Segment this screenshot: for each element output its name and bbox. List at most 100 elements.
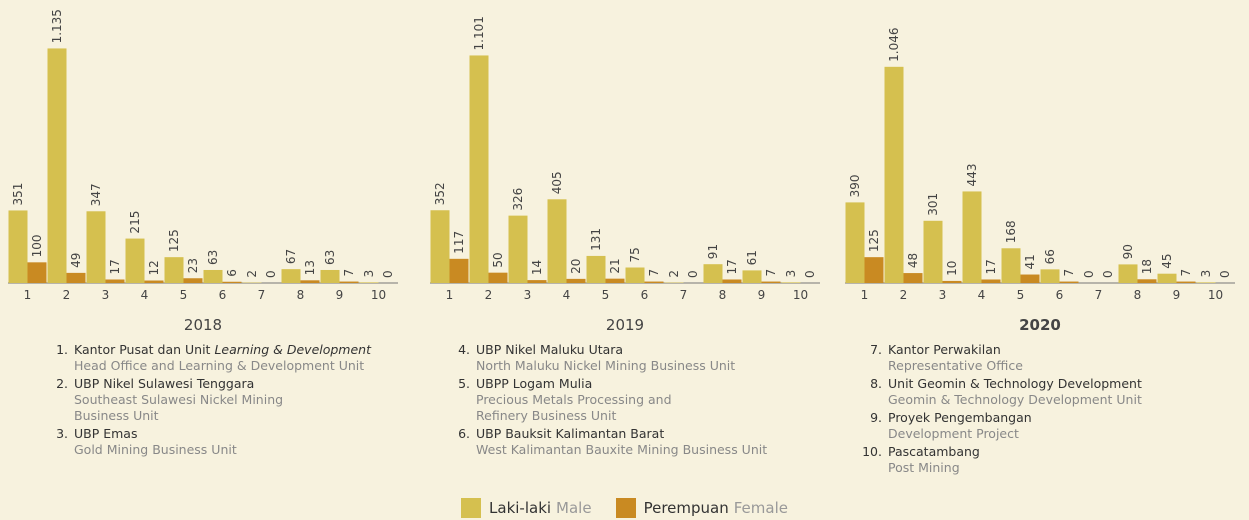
note-name: Kantor Pusat dan Unit (74, 342, 211, 357)
bar (605, 278, 625, 283)
value-label: 75 (628, 247, 642, 262)
note-body: UBPP Logam Mulia Precious Metals Processi… (476, 376, 810, 424)
value-label: 48 (906, 253, 920, 268)
value-label: 7 (647, 269, 661, 277)
value-label: 2 (667, 270, 681, 278)
note-name-line: UBPP Logam Mulia (476, 376, 810, 392)
bar (761, 281, 781, 283)
x-tick-label: 8 (1134, 288, 1142, 302)
note: 2. UBP Nikel Sulawesi Tenggara Southeast S… (48, 376, 408, 424)
value-label: 12 (147, 260, 161, 275)
value-label: 443 (965, 164, 979, 187)
legend-name: Perempuan (643, 499, 729, 517)
bar (144, 280, 164, 283)
x-tick-label: 10 (793, 288, 808, 302)
bar (742, 270, 762, 283)
bar (469, 55, 489, 284)
value-label: 0 (381, 270, 395, 278)
value-label: 405 (550, 171, 564, 194)
value-label: 7 (342, 269, 356, 277)
x-tick-label: 2 (63, 288, 71, 302)
x-tick-label: 7 (1095, 288, 1103, 302)
note-number: 6. (458, 426, 470, 441)
note-body: Kantor Perwakilan Representative Office (888, 342, 1192, 374)
value-label: 351 (11, 183, 25, 206)
bar (1020, 274, 1040, 283)
chart-title: 2020 (1019, 316, 1061, 334)
note: 9. Proyek Pengembangan Development Project (862, 410, 1192, 442)
x-tick-label: 1 (446, 288, 454, 302)
value-label: 61 (745, 250, 759, 265)
bar (1196, 282, 1216, 283)
note-name: UBP Emas (74, 426, 138, 441)
x-tick-label: 6 (1056, 288, 1064, 302)
note-name-italic: Learning & Development (214, 342, 372, 357)
note-body: Proyek Pengembangan Development Project (888, 410, 1192, 442)
chart-title: 2018 (184, 316, 222, 334)
note-number: 9. (870, 410, 882, 425)
value-label: 90 (1121, 244, 1135, 259)
x-tick-label: 8 (297, 288, 305, 302)
value-label: 352 (433, 182, 447, 205)
note: 5. UBPP Logam Mulia Precious Metals Proces… (450, 376, 810, 424)
note-description: Head Office and Learning & Development U… (74, 358, 365, 373)
value-label: 2 (245, 270, 259, 278)
note-description: Geomin & Technology Development Unit (888, 392, 1142, 407)
bar (566, 278, 586, 283)
bar (1059, 281, 1079, 283)
bar (125, 238, 145, 283)
note: 7. Kantor Perwakilan Representative Office (862, 342, 1192, 374)
bar (1001, 248, 1021, 283)
value-label: 0 (1101, 270, 1115, 278)
value-label: 0 (264, 270, 278, 278)
note-name-line: UBP Nikel Maluku Utara (476, 342, 810, 358)
note-name: UBPP Logam Mulia (476, 376, 593, 391)
x-tick-label: 9 (336, 288, 344, 302)
value-label: 21 (608, 258, 622, 273)
note-name-line: Kantor Pusat dan Unit Learning & Developm… (74, 342, 408, 358)
note-body: UBP Nikel Maluku Utara North Maluku Nicke… (476, 342, 810, 374)
bar (222, 281, 242, 283)
bar (66, 272, 86, 283)
value-label: 20 (569, 259, 583, 274)
note-description: Precious Metals Processing and Refinery … (476, 392, 672, 423)
value-label: 45 (1160, 253, 1174, 268)
value-label: 7 (1062, 269, 1076, 277)
bar (8, 210, 28, 283)
value-label: 7 (764, 269, 778, 277)
bar (1040, 269, 1060, 283)
x-tick-label: 4 (141, 288, 149, 302)
value-label: 3 (1199, 270, 1213, 278)
note-body: Pascatambang Post Mining (888, 444, 1192, 476)
note-number: 5. (458, 376, 470, 391)
value-label: 17 (108, 259, 122, 274)
bar (962, 191, 982, 283)
bar (864, 257, 884, 283)
value-label: 0 (803, 270, 817, 278)
bar (644, 281, 664, 283)
bar (923, 220, 943, 283)
bar (903, 273, 923, 283)
value-label: 1.135 (50, 9, 64, 43)
note-name: Pascatambang (888, 444, 980, 459)
bar (547, 199, 567, 283)
legend-name: Laki-laki (489, 499, 552, 517)
value-label: 18 (1140, 259, 1154, 274)
bar (1137, 279, 1157, 283)
bar (625, 267, 645, 283)
value-label: 0 (1082, 270, 1096, 278)
note-name-line: Kantor Perwakilan (888, 342, 1192, 358)
note-description: Post Mining (888, 460, 960, 475)
note-name: Unit Geomin & Technology Development (888, 376, 1142, 391)
value-label: 7 (1179, 269, 1193, 277)
bar (508, 215, 528, 283)
bar (703, 264, 723, 283)
legend-item: Perempuan Female (615, 498, 788, 518)
value-label: 390 (848, 174, 862, 197)
legend-translation: Male (556, 499, 592, 517)
bar (281, 269, 301, 283)
bar (884, 66, 904, 284)
x-tick-label: 8 (719, 288, 727, 302)
